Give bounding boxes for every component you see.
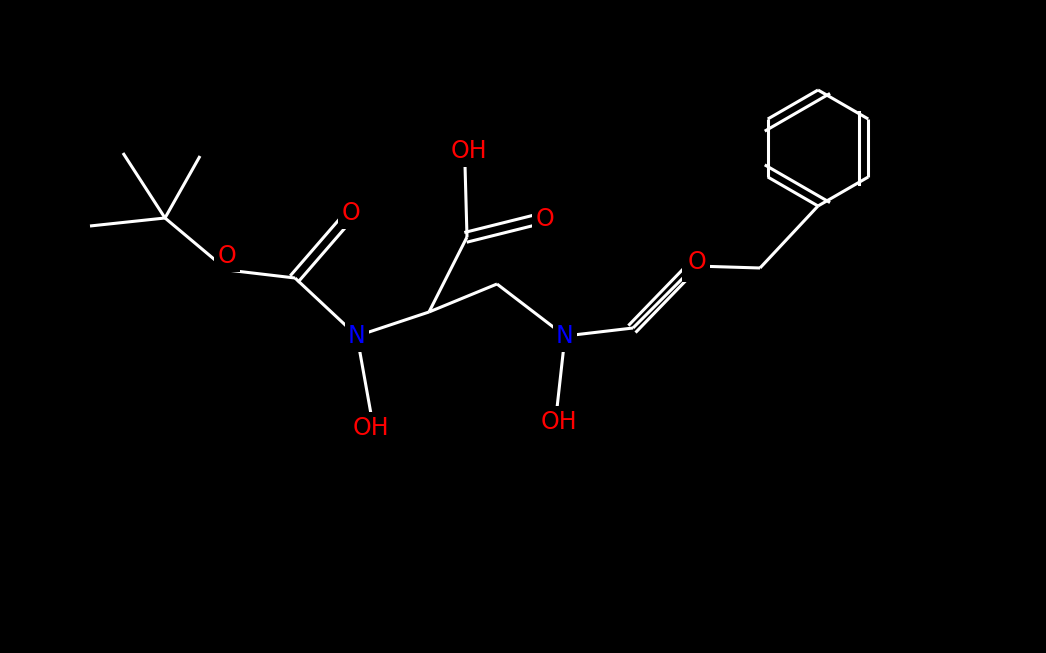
Text: N: N <box>348 324 366 348</box>
Text: O: O <box>342 201 361 225</box>
Text: OH: OH <box>451 139 487 163</box>
Text: OH: OH <box>353 416 389 440</box>
Text: OH: OH <box>541 410 577 434</box>
Text: N: N <box>556 324 574 348</box>
Text: O: O <box>536 207 554 231</box>
Text: O: O <box>687 250 706 274</box>
Text: O: O <box>685 254 704 278</box>
Text: O: O <box>218 244 236 268</box>
